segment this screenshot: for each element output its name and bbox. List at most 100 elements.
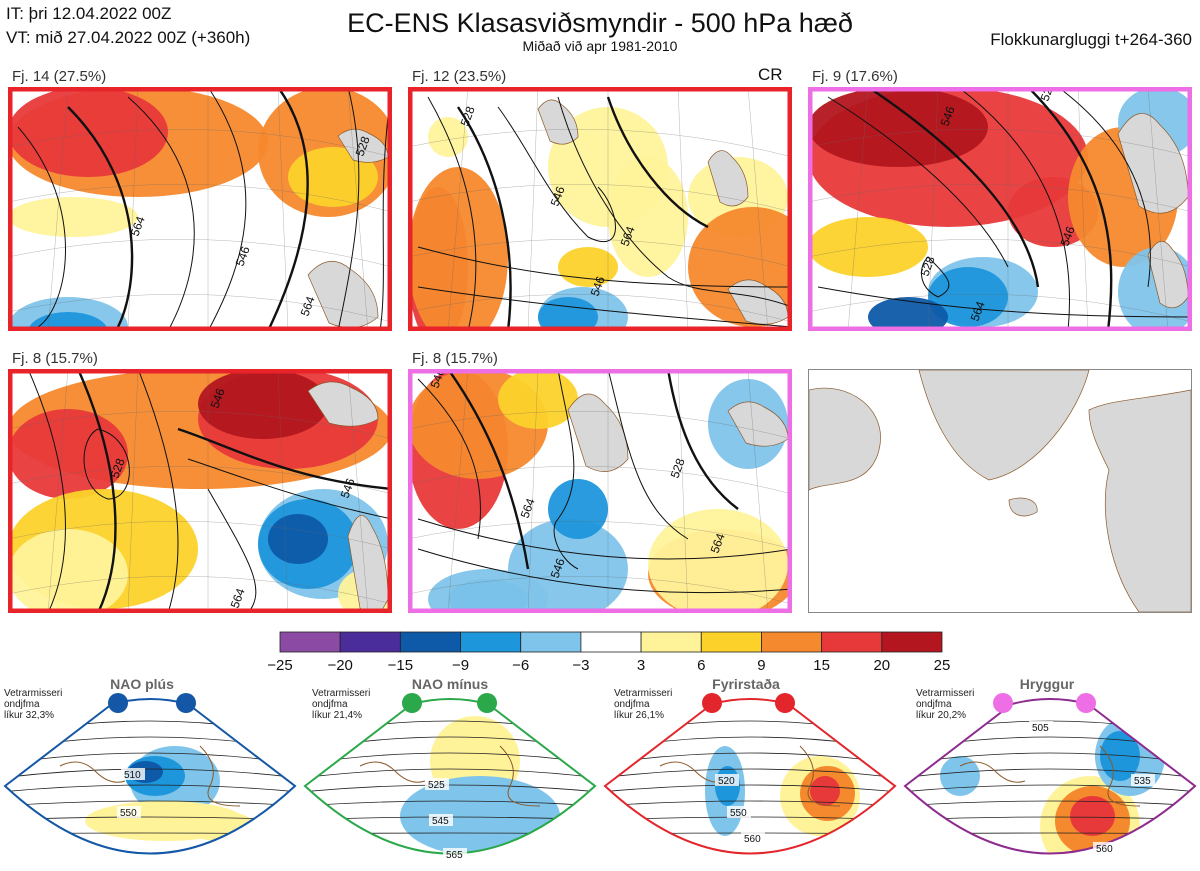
longitude-line [677,87,689,331]
landmass [567,393,629,472]
contour-label: 528 [353,134,373,158]
panel-2-caption: Fj. 12 (23.5%) [412,68,507,85]
contour-label: 528 [668,456,688,480]
longitude-line [747,87,769,331]
longitude-line [527,87,539,331]
contour-line [305,768,595,779]
colorbar-bin [339,631,401,653]
contour-label: 528 [918,254,938,278]
contour-label: 545 [432,816,449,827]
colorbar-tick-label: −3 [572,657,590,674]
panel-border [408,87,792,331]
colorbar-bin [279,631,341,653]
contour-line [177,427,392,491]
landmass [1117,113,1189,214]
contour-line [447,369,530,570]
height-contours [817,87,1192,331]
contour-label: 546 [338,476,358,500]
longitude-line [347,369,369,613]
contour-label: 564 [298,294,318,318]
regime-2-name: NAO mínus [411,676,489,692]
regime-4-name: Hryggur [1019,676,1075,692]
landmass [727,401,789,447]
contour-line [606,96,709,229]
contour-line [17,126,66,328]
contour-label: 525 [428,780,445,791]
panel-border [8,87,392,331]
regime-dot [402,693,422,713]
contour-label: 564 [708,531,728,555]
contour-line [305,800,595,807]
regime-border [3,698,297,855]
landmass [337,128,389,163]
contour-label: 564 [968,299,988,323]
contour-label: 546 [548,184,568,208]
map-canvas: 528 546 546 564 [8,369,392,613]
colorbar-tick-label: 3 [636,657,646,674]
landmass [537,99,579,145]
anomaly-blob [8,529,128,613]
colorbar-tick-label: 15 [813,657,830,674]
anomaly-blob [608,157,688,277]
contour-line [5,768,295,779]
regime-canvas: 520 550 560 [603,693,897,855]
anomaly-blob [538,297,598,331]
anomaly-blob [198,369,328,439]
contour-line [905,768,1195,779]
contour-line [605,768,895,779]
contour-line [920,256,950,298]
anomaly-field [8,369,392,613]
longitude-line [1147,87,1169,331]
contour-label: 546 [548,556,568,580]
contour-label: 560 [1096,844,1113,855]
cluster-map-panel-4: 528 546 546 564 [8,369,392,613]
latitude-line [8,294,392,323]
contour-line [305,784,595,793]
contour-label: 528 [458,104,478,128]
anomaly-blob [940,756,980,796]
contour-line [417,518,792,560]
latitude-line [8,239,392,268]
regime-dot [1076,693,1096,713]
latitude-line [808,129,1192,158]
cluster-map-panel-1: 564 546 564 528 [8,87,392,331]
contour-label: 564 [518,496,538,520]
regime-2-note: Vetrarmisseri ondjfma líkur 21,4% [312,688,371,721]
longitude-line [47,87,69,331]
regime-dot [477,693,497,713]
map-canvas: 564 546 564 528 [8,87,392,331]
contour-line [607,369,689,540]
anomaly-field [408,369,792,613]
anomaly-blob [1100,731,1140,781]
anomaly-blob [648,509,788,613]
anomaly-blob [8,87,168,177]
coastline [359,745,541,807]
longitude-line [747,369,769,613]
contour-label: 535 [1134,776,1151,787]
panel-border [408,369,792,613]
latitude-line [8,576,392,605]
landmass [809,387,881,491]
longitude-line [127,369,139,613]
colorbar-bin [881,631,943,653]
contour-line [1057,87,1151,288]
contour-label: 546 [1058,224,1078,248]
colorbar-tick-label: −20 [327,657,353,674]
latitude-line [808,239,1192,268]
longitude-line [927,87,939,331]
panel-border [808,87,1192,331]
contour-label: 564 [228,586,248,610]
colorbar-bin [520,631,582,653]
regime-canvas: 510 550 [3,693,297,855]
anomaly-blob [808,87,988,167]
contour-line [127,96,195,331]
height-contours [27,369,392,613]
contour-line [417,246,792,288]
colorbar-bin [580,631,642,653]
regime-3-note: Vetrarmisseri ondjfma líkur 26,1% [614,688,673,721]
anomaly-blob [810,776,840,806]
empty-map-panel [808,369,1192,613]
valid-time: VT: mið 27.04.2022 00Z (+360h) [6,28,251,47]
map-canvas [809,370,1191,612]
